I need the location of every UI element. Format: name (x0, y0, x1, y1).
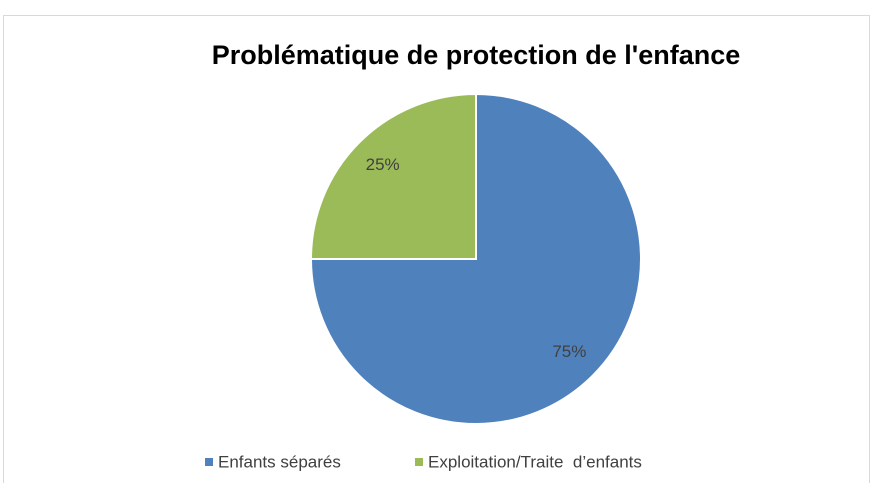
legend-label: Exploitation/Traite d’enfants (428, 452, 642, 471)
pie-slice (309, 92, 642, 425)
chart-title: Problématique de protection de l'enfance (212, 40, 741, 70)
legend-swatch (205, 458, 213, 466)
legend-swatch (415, 458, 423, 466)
data-label: 25% (366, 155, 400, 174)
legend-label: Enfants séparés (218, 452, 341, 471)
pie-slice (309, 92, 477, 260)
data-label: 75% (552, 342, 586, 361)
